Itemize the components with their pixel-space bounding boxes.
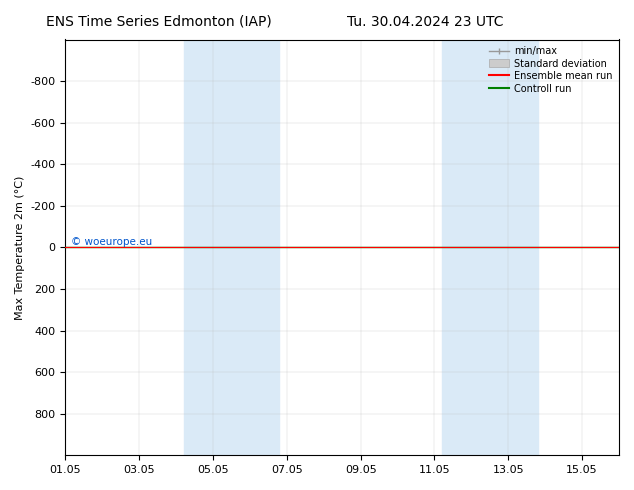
Text: ENS Time Series Edmonton (IAP): ENS Time Series Edmonton (IAP) — [46, 15, 271, 29]
Y-axis label: Max Temperature 2m (°C): Max Temperature 2m (°C) — [15, 175, 25, 319]
Bar — [183, 40, 280, 455]
Text: © woeurope.eu: © woeurope.eu — [71, 237, 152, 247]
Bar — [442, 40, 538, 455]
Legend: min/max, Standard deviation, Ensemble mean run, Controll run: min/max, Standard deviation, Ensemble me… — [488, 45, 614, 96]
Text: Tu. 30.04.2024 23 UTC: Tu. 30.04.2024 23 UTC — [347, 15, 503, 29]
